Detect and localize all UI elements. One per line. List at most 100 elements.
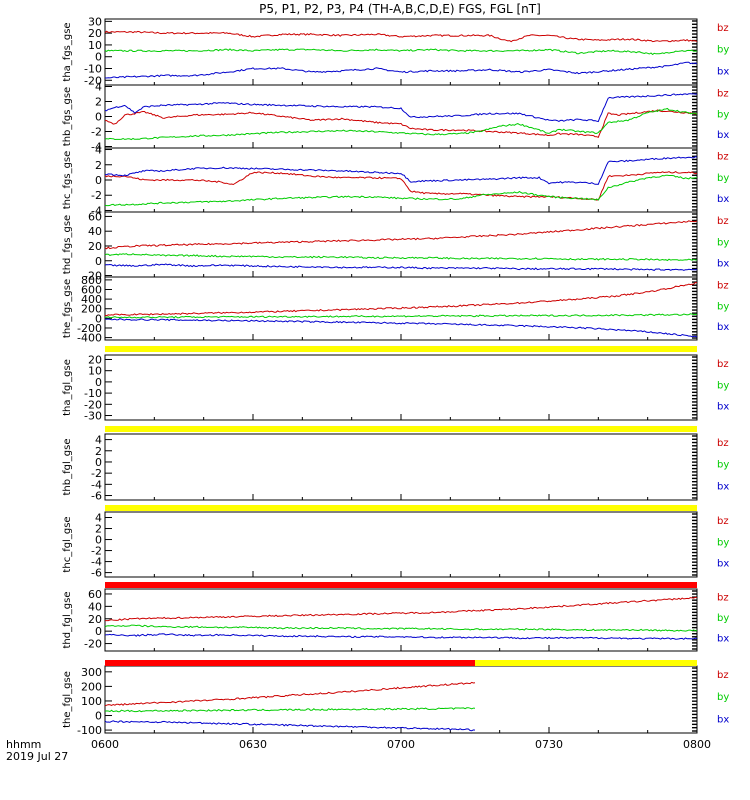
series-bz-line [105, 596, 698, 622]
y-tick-label: 20 [88, 613, 102, 626]
y-tick-label: -4 [91, 204, 102, 217]
y-tick-label: 2 [95, 445, 102, 458]
legend-bx: bx [717, 402, 729, 413]
y-tick-label: 0 [95, 174, 102, 187]
y-axis-label: tha_fgs_gse [62, 22, 73, 81]
legend-bx: bx [717, 559, 729, 570]
y-axis-label: the_fgl_gse [62, 671, 73, 728]
legend-bz: bz [717, 516, 729, 527]
y-tick-label: -20 [84, 398, 102, 411]
series-bx-line [104, 156, 698, 185]
legend-bz: bz [717, 23, 729, 34]
y-axis-label: thd_fgs_gse [62, 215, 73, 274]
legend-bz: bz [717, 152, 729, 163]
chart-title: P5, P1, P2, P3, P4 (TH-A,B,C,D,E) FGS, F… [259, 2, 541, 16]
panel-frame [104, 84, 698, 149]
flag-bar [105, 346, 697, 352]
series-bx-line [104, 61, 698, 79]
x-axis-label-hhmm: hhmm [6, 738, 41, 751]
y-tick-label: 4 [95, 512, 102, 525]
legend-by: by [717, 109, 729, 120]
y-tick-label: 400 [81, 293, 102, 306]
series-bz-line [104, 171, 698, 201]
y-tick-label: -6 [91, 567, 102, 580]
y-tick-label: -20 [84, 638, 102, 651]
legend-bz: bz [717, 438, 729, 449]
panel-thb_fgs_gse: 4 2 0 -2 -4 thb_fgs_gse bz by bx [62, 81, 729, 154]
y-tick-label: -2 [91, 189, 102, 202]
y-tick-label: 2 [95, 159, 102, 172]
legend-bz: bz [717, 281, 729, 292]
y-tick-label: -200 [77, 322, 102, 335]
series-by-line [104, 707, 476, 713]
series-bz-line [104, 681, 476, 707]
y-tick-label: -2 [91, 126, 102, 139]
y-axis-label: thc_fgs_gse [62, 151, 73, 210]
y-tick-label: 0 [95, 456, 102, 469]
series-by-line [104, 624, 698, 632]
y-tick-label: -30 [84, 410, 102, 423]
y-tick-label: -10 [84, 63, 102, 76]
y-axis-label: tha_fgl_gse [62, 359, 73, 416]
y-tick-label: -4 [91, 556, 102, 569]
series-by-line [104, 313, 698, 319]
y-tick-label: -2 [91, 545, 102, 558]
y-tick-label: 0 [95, 51, 102, 64]
flag-bar [105, 426, 697, 432]
series-bz-line [104, 109, 698, 138]
legend-bx: bx [717, 66, 729, 77]
series-bz-line [104, 220, 698, 250]
legend-by: by [717, 237, 729, 248]
legend-by: by [717, 45, 729, 56]
series-by-line [104, 48, 698, 56]
legend-bx: bx [717, 194, 729, 205]
series-bx-line [104, 720, 476, 732]
y-axis-label: thb_fgl_gse [62, 439, 73, 496]
y-tick-label: 0 [95, 376, 102, 389]
legend-by: by [717, 613, 729, 624]
x-tick-label: 0800 [683, 738, 711, 751]
legend-bx: bx [717, 322, 729, 333]
y-tick-label: 4 [95, 81, 102, 94]
y-tick-label: 200 [81, 680, 102, 693]
legend-bx: bx [717, 130, 729, 141]
flag-bar [105, 582, 697, 588]
panel-frame [104, 511, 698, 578]
series-bz-line [104, 281, 698, 317]
series-bx-line [104, 263, 698, 271]
y-axis-label: the_fgs_gse [62, 279, 73, 338]
y-tick-label: -4 [91, 478, 102, 491]
y-tick-label: -100 [77, 724, 102, 737]
y-tick-label: 4 [95, 434, 102, 447]
y-tick-label: 100 [81, 695, 102, 708]
y-tick-label: -400 [77, 332, 102, 345]
legend-by: by [717, 692, 729, 703]
y-tick-label: 4 [95, 144, 102, 157]
x-tick-label: 0730 [535, 738, 563, 751]
y-tick-label: 0 [95, 625, 102, 638]
y-tick-label: 800 [81, 274, 102, 287]
y-tick-label: -20 [84, 74, 102, 87]
y-tick-label: 30 [88, 15, 102, 28]
y-tick-label: 20 [88, 240, 102, 253]
y-tick-label: -6 [91, 490, 102, 503]
x-axis-label-date: 2019 Jul 27 [6, 750, 68, 763]
legend-by: by [717, 380, 729, 391]
y-tick-label: 0 [95, 111, 102, 124]
panel-thc_fgs_gse: 4 2 0 -2 -4 thc_fgs_gse bz by bx [62, 144, 729, 218]
legend-by: by [717, 301, 729, 312]
panel-frame [104, 433, 698, 501]
panel-thc_fgl_gse: 420-2-4-6 thc_fgl_gse bz by bx [62, 511, 729, 580]
y-tick-label: -4 [91, 141, 102, 154]
flag-bar [105, 660, 475, 666]
legend-bx: bx [717, 633, 729, 644]
y-tick-label: 60 [88, 210, 102, 223]
series-bz-line [104, 30, 698, 43]
legend-bx: bx [717, 714, 729, 725]
legend-bx: bx [717, 259, 729, 270]
